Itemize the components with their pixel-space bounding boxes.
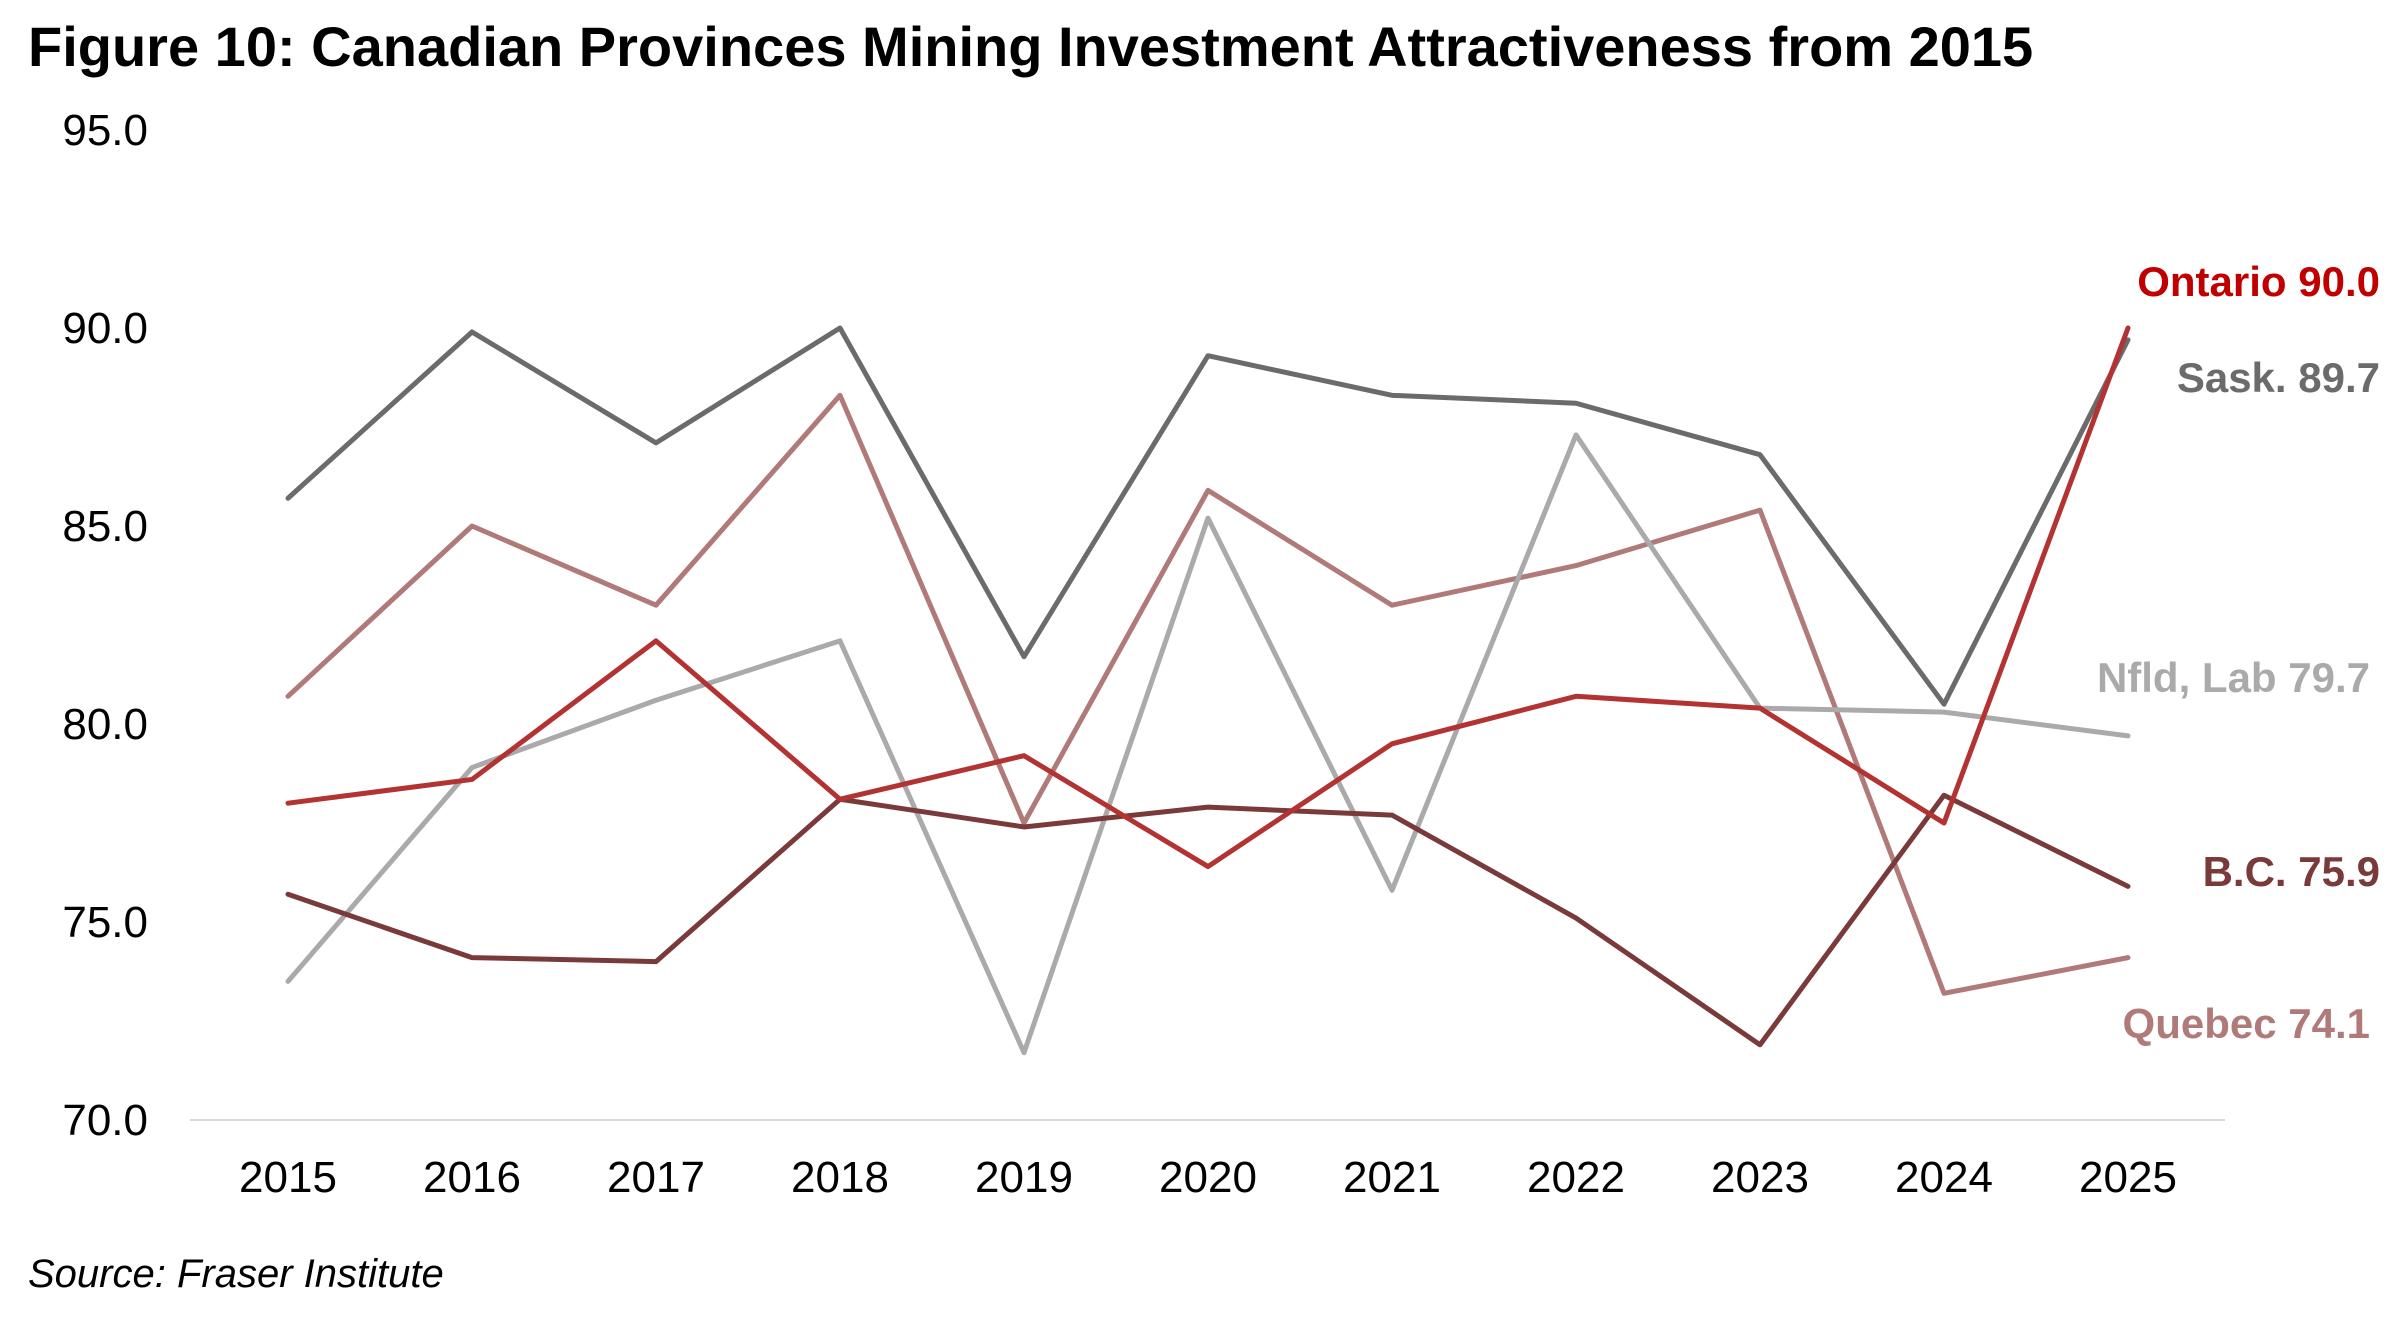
x-tick-label: 2016 (423, 1153, 521, 1202)
y-axis-ticks: 70.0 75.0 80.0 85.0 90.0 95.0 (62, 106, 148, 1145)
x-tick-label: 2019 (975, 1153, 1073, 1202)
series-lines (285, 325, 2131, 1056)
x-tick-label: 2021 (1343, 1153, 1441, 1202)
y-tick-label: 95.0 (62, 106, 148, 155)
series-line-sask (285, 325, 2131, 707)
x-tick-label: 2022 (1527, 1153, 1625, 1202)
x-tick-label: 2024 (1895, 1153, 1993, 1202)
end-label-bc: B.C. 75.9 (2203, 848, 2380, 895)
series-line-bc (285, 792, 2131, 1048)
end-label-ontario: Ontario 90.0 (2137, 258, 2380, 305)
y-tick-label: 70.0 (62, 1096, 148, 1145)
chart-title: Figure 10: Canadian Provinces Mining Inv… (28, 15, 2034, 78)
series-line-nfld (285, 432, 2131, 1056)
y-tick-label: 85.0 (62, 502, 148, 551)
x-tick-label: 2023 (1711, 1153, 1809, 1202)
x-tick-label: 2025 (2079, 1153, 2177, 1202)
y-tick-label: 90.0 (62, 304, 148, 353)
x-tick-label: 2020 (1159, 1153, 1257, 1202)
x-axis-ticks: 2015 2016 2017 2018 2019 2020 2021 2022 2023 2024… (239, 1153, 2177, 1202)
end-label-sask: Sask. 89.7 (2177, 354, 2380, 401)
source-note: Source: Fraser Institute (28, 1252, 444, 1296)
series-line-ontario (285, 325, 2131, 870)
series-line-quebec (285, 392, 2131, 996)
end-label-quebec: Quebec 74.1 (2123, 1000, 2370, 1047)
y-tick-label: 80.0 (62, 700, 148, 749)
x-tick-label: 2017 (607, 1153, 705, 1202)
x-tick-label: 2018 (791, 1153, 889, 1202)
x-tick-label: 2015 (239, 1153, 337, 1202)
end-labels: Sask. 89.7 Quebec 74.1 Nfld, Lab 79.7 B.C. … (2097, 258, 2380, 1047)
end-label-nfld: Nfld, Lab 79.7 (2097, 654, 2370, 701)
y-tick-label: 75.0 (62, 898, 148, 947)
